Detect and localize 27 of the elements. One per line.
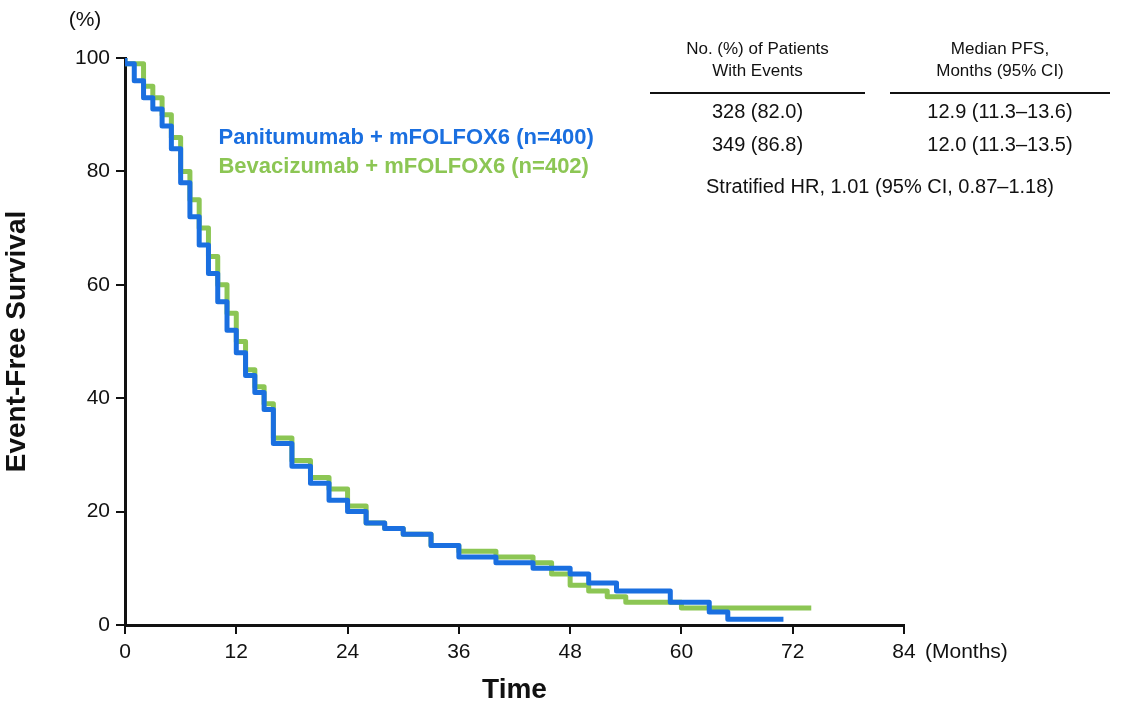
x-tick-label: 48 <box>558 639 582 663</box>
x-tick-label: 24 <box>335 639 360 663</box>
y-tick-label: 20 <box>86 498 110 522</box>
annotation: Stratified HR, 1.01 (95% CI, 0.87–1.18) <box>705 175 1055 197</box>
y-axis-title: Event-Free Survival <box>0 210 31 473</box>
text: 12.0 (11.3–13.5) <box>926 133 1074 155</box>
x-tick-label: 60 <box>669 639 694 663</box>
y-tick-label: 60 <box>86 271 110 295</box>
y-tick-label: 100 <box>74 44 110 68</box>
x-tick-label: 12 <box>224 639 248 663</box>
annotation: 328 (82.0) <box>710 100 805 122</box>
annotation: 349 (86.8) <box>710 133 805 155</box>
x-tick-label: 36 <box>447 639 471 663</box>
y-tick-label: 40 <box>86 385 110 408</box>
text: (%) <box>67 7 103 30</box>
x-tick-label: 72 <box>781 639 805 663</box>
series-label: Panitumumab + mFOLFOX6 (n=400) <box>218 123 594 149</box>
series-label: Bevacizumab + mFOLFOX6 (n=402) <box>218 152 589 178</box>
x-tick-label: 0 <box>119 639 131 663</box>
text: 12.9 (11.3–13.6) <box>926 100 1074 122</box>
x-axis-title: Time <box>482 672 547 704</box>
x-tick-label: 84 <box>892 639 916 663</box>
y-tick-label: 0 <box>98 611 110 635</box>
annotation: No. (%) of Patients With Events <box>685 38 830 82</box>
y-tick-label: 80 <box>86 158 110 182</box>
text: Median PFS, Months (95% CI) <box>935 38 1065 82</box>
text: (Months) <box>925 639 1009 662</box>
